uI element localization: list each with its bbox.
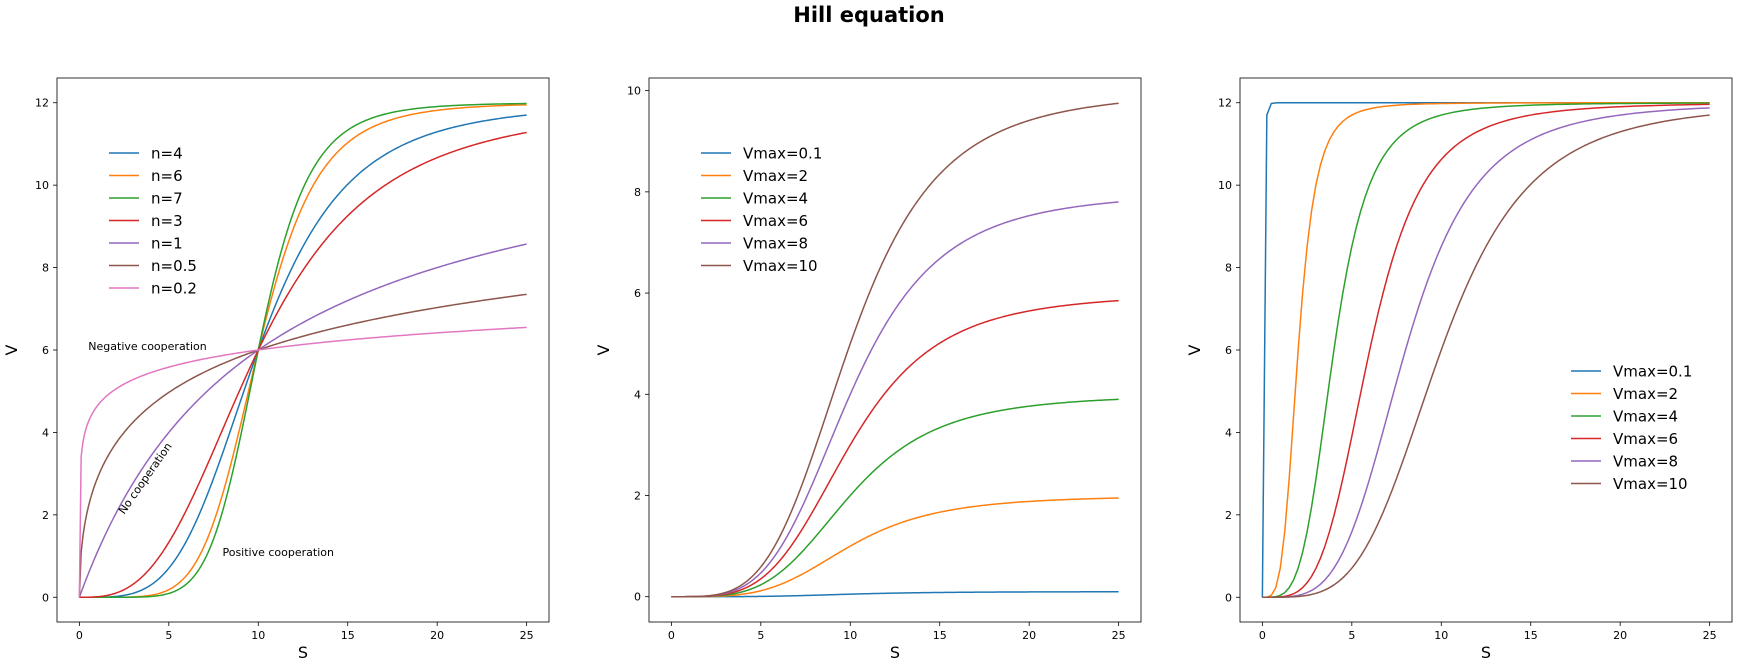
chart-panel-half-saturation: 0 5 10 15 20 25024681012SVVmax=0.1Vmax=2Vmax=… [1185,77,1733,662]
figure-title: Hill equation [793,3,945,27]
y-tick-label: 2 [634,489,641,502]
y-tick-label: 8 [1225,262,1232,275]
y-tick-label: 4 [1225,426,1232,439]
x-tick-label: 15 [341,629,355,642]
x-tick-label: 0 [668,629,675,642]
y-tick-label: 0 [42,591,49,604]
y-tick-label: 2 [1225,509,1232,522]
y-tick-label: 4 [42,426,49,439]
legend-entry: Vmax=8 [1613,453,1678,471]
series-line-Vmax=0.1 [1261,101,1710,598]
series-line-Vmax=4 [671,398,1119,598]
legend-entry: Vmax=4 [1613,408,1678,426]
y-tick-label: 0 [1225,591,1232,604]
y-tick-label: 0 [634,591,641,604]
y-tick-label: 12 [35,97,49,110]
legend-entry: Vmax=0.1 [1613,363,1692,381]
x-axis-label: S [1481,643,1491,662]
y-tick-label: 6 [1225,344,1232,357]
legend-entry: Vmax=10 [743,257,818,275]
legend-entry: Vmax=6 [743,212,808,230]
series-line-Vmax=8 [1262,107,1710,599]
y-tick-label: 6 [42,344,49,357]
x-tick-label: 10 [251,629,265,642]
legend: Vmax=0.1 Vmax=2 Vmax=4 Vmax=6 Vmax=8 Vmax=10 [1571,363,1692,493]
legend-entry: Vmax=4 [743,190,808,208]
series-line-n=0.2 [78,326,527,598]
y-axis-label: V [2,344,21,355]
x-tick-label: 10 [843,629,857,642]
legend-entry: n=0.5 [151,257,197,275]
x-tick-label: 5 [1348,629,1355,642]
legend-entry: Vmax=0.1 [743,145,822,163]
series-line-Vmax=6 [671,299,1119,598]
legend-entry: Vmax=2 [743,167,808,185]
legend-entry: n=6 [151,167,183,185]
x-tick-label: 10 [1434,629,1448,642]
series-line-Vmax=8 [671,201,1119,598]
legend-entry: n=3 [151,212,183,230]
legend-entry: n=0.2 [151,280,197,298]
y-tick-label: 12 [1218,97,1232,110]
x-tick-label: 5 [165,629,172,642]
series-line-Vmax=0.1 [671,591,1119,598]
series-line-Vmax=4 [1262,102,1710,599]
annotation: Positive cooperation [222,546,334,559]
series-line-n=7 [79,102,527,599]
x-tick-label: 20 [1022,629,1036,642]
axes-frame [1239,77,1733,623]
y-tick-label: 10 [35,179,49,192]
x-tick-label: 20 [430,629,444,642]
legend-entry: Vmax=8 [743,235,808,253]
legend-entry: n=7 [151,190,183,208]
legend-entry: Vmax=2 [1613,385,1678,403]
x-tick-label: 15 [1524,629,1538,642]
x-tick-label: 25 [1703,629,1717,642]
series-line-n=0.5 [78,293,527,598]
series-line-n=3 [79,131,527,599]
axes-frame [648,77,1142,623]
series-line-Vmax=2 [671,497,1119,598]
legend: Vmax=0.1 Vmax=2 Vmax=4 Vmax=6 Vmax=8 Vmax=10 [701,145,822,275]
series-lines [1261,101,1710,599]
annotation: Negative cooperation [88,340,206,353]
chart-panel-hill-coefficient: 0 5 10 15 20 25 0 2 4 6 8 10 12 S Vn=4 n=6 n=7 n=3 n=1 n=0.… [2,77,550,662]
y-tick-label: 10 [627,85,641,98]
legend-entry: Vmax=6 [1613,430,1678,448]
y-tick-label: 8 [42,262,49,275]
x-tick-label: 20 [1613,629,1627,642]
x-tick-label: 25 [520,629,534,642]
y-tick-label: 6 [634,287,641,300]
x-tick-label: 5 [757,629,764,642]
x-tick-label: 25 [1112,629,1126,642]
y-tick-label: 4 [634,388,641,401]
x-tick-label: 15 [933,629,947,642]
series-line-Vmax=2 [1262,102,1710,599]
y-tick-label: 8 [634,186,641,199]
series-line-Vmax=10 [671,102,1119,598]
x-axis-label: S [890,643,900,662]
annotation: No cooperation [116,440,175,516]
series-lines [671,102,1119,598]
series-line-Vmax=10 [1262,114,1710,599]
series-line-n=1 [78,243,527,598]
x-tick-label: 0 [76,629,83,642]
x-tick-label: 0 [1259,629,1266,642]
series-line-n=4 [79,114,527,599]
chart-panel-vmax: 0 5 10 15 20 250246810SVVmax=0.1Vmax=2Vmax=4V… [594,77,1142,662]
y-axis-label: V [1185,344,1204,355]
legend-entry: n=1 [151,235,183,253]
series-line-Vmax=6 [1262,103,1710,599]
x-axis-label: S [298,643,308,662]
y-tick-label: 10 [1218,179,1232,192]
y-tick-label: 2 [42,509,49,522]
legend-entry: Vmax=10 [1613,475,1688,493]
series-lines [78,102,527,599]
legend-entry: n=4 [151,145,183,163]
series-line-n=6 [79,103,527,599]
y-axis-label: V [594,344,613,355]
legend: n=4 n=6 n=7 n=3 n=1 n=0.5 n=0.2 [109,145,197,298]
